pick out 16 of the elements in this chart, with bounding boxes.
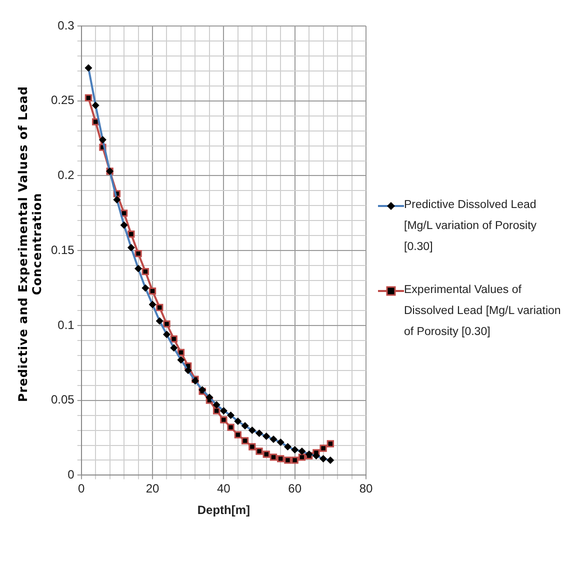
legend-label: Predictive Dissolved Lead [Mg/L variation of Porosity [0.30] [404, 198, 538, 255]
x-tick-label: 20 [146, 482, 160, 496]
legend-label: Experimental Values of Dissolved Lead [Mg/L variation of Porosity [0.30] [404, 283, 562, 340]
x-axis-title: Depth[m] [197, 503, 250, 518]
y-tick-label: 0.1 [58, 318, 75, 332]
x-tick-label: 80 [359, 482, 373, 496]
x-tick-label: 40 [217, 482, 231, 496]
y-tick-label: 0.2 [58, 168, 75, 182]
x-tick-label: 60 [288, 482, 302, 496]
y-tick-label: 0.15 [50, 242, 75, 257]
y-tick-label: 0.25 [50, 93, 75, 108]
x-tick-label: 0 [78, 482, 86, 496]
y-tick-label: 0 [68, 468, 75, 482]
y-tick-label: 0.3 [58, 18, 75, 32]
y-axis-title: Predictive and Experimental Values of Lead Concentration [16, 84, 44, 404]
y-tick-label: 0.05 [50, 392, 75, 407]
